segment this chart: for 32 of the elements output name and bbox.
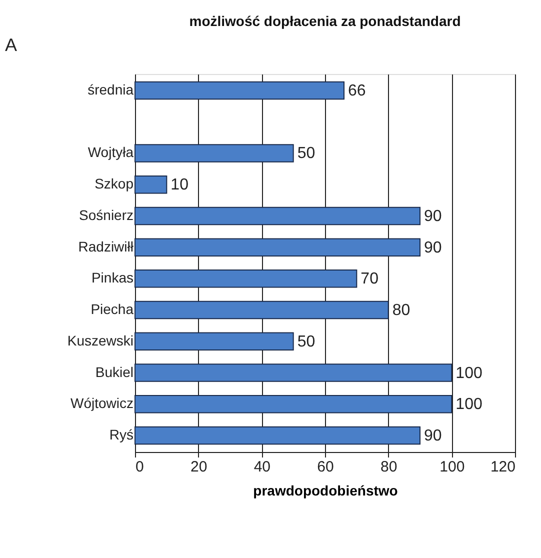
y-tick-label: Piecha [90, 301, 134, 318]
text: A [5, 35, 18, 55]
data-label: 90 [424, 208, 442, 225]
x-tick-label: 100 [440, 458, 465, 476]
data-label: 66 [348, 82, 366, 100]
data-label: 100 [456, 396, 482, 414]
x-tick-label: 20 [190, 458, 208, 476]
y-tick-label: Sośnierz [79, 206, 134, 223]
y-tick-label: Bukiel [95, 364, 134, 380]
x-tick-label: 120 [490, 458, 516, 476]
data-label: 50 [297, 333, 316, 350]
data-label: 70 [360, 270, 379, 288]
y-tick-label: Wójtowicz [70, 395, 134, 412]
data-label: 90 [424, 428, 442, 445]
y-tick-label: Radziwiłł [78, 238, 134, 254]
data-label: 10 [170, 176, 189, 194]
y-tick-label: Wojtyła [88, 144, 134, 160]
y-tick-label: Kuszewski [67, 332, 134, 348]
x-tick-label: 80 [380, 458, 398, 476]
y-tick-label: Ryś [109, 426, 134, 443]
data-label: 90 [424, 239, 442, 256]
x-axis-title: prawdopodobieństwo [253, 482, 398, 498]
x-tick-label: 60 [317, 458, 334, 476]
x-tick-label: 0 [136, 458, 144, 476]
y-tick-label: średnia [88, 81, 134, 98]
x-tick-label: 40 [254, 458, 271, 476]
data-label: 100 [456, 364, 482, 382]
data-label: 80 [392, 302, 410, 320]
data-label: 50 [297, 145, 316, 162]
chart-title: możliwość dopłacenia za ponadstandard [189, 13, 461, 29]
y-tick-label: Szkop [94, 176, 134, 192]
y-tick-label: Pinkas [91, 270, 134, 286]
